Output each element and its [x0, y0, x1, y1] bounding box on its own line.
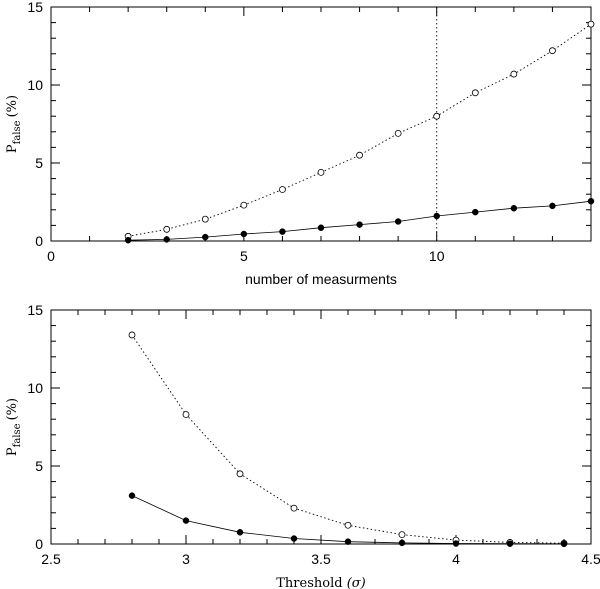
open-circle-point — [128, 331, 136, 339]
filled-circle-point — [182, 517, 190, 524]
bottom-panel-threshold: 2.5 3 3.5 4 4.5 0 5 10 15 Pfalse (%) Threshold (σ) — [5, 302, 600, 589]
filled-circle-point — [240, 230, 248, 238]
y-tick-label: 10 — [27, 380, 43, 396]
filled-circle-point — [344, 538, 352, 545]
y-tick-label: 10 — [27, 77, 43, 93]
y-axis-label-unit: (%) — [5, 398, 20, 421]
x-tick-label: 3 — [182, 551, 190, 567]
filled-circle-point — [356, 221, 363, 228]
filled-circle-point — [394, 218, 402, 225]
x-axis-label-main: Threshold — [276, 576, 346, 589]
filled-circle-point — [290, 535, 298, 542]
y-axis-label-subscript: false — [12, 423, 23, 447]
open-circle-point — [587, 20, 595, 28]
x-tick-label: 3.5 — [311, 551, 331, 567]
series-line-filled-solid — [131, 495, 565, 545]
open-circle-point — [182, 411, 190, 418]
filled-circle-point — [433, 212, 440, 220]
x-axis-label: Threshold (σ) — [276, 576, 365, 589]
x-tick-label: 0 — [47, 248, 55, 264]
filled-circle-point — [236, 529, 244, 536]
y-tick-label: 5 — [35, 155, 43, 171]
open-circle-point — [201, 215, 209, 223]
y-axis-label-main: P — [5, 144, 20, 153]
filled-circle-point — [560, 540, 568, 548]
filled-circle-point — [587, 197, 595, 205]
open-circle-point — [471, 89, 479, 97]
plot-frame — [50, 6, 592, 242]
open-circle-point — [236, 470, 244, 478]
x-tick-label: 10 — [429, 248, 445, 264]
y-tick-label: 0 — [35, 536, 43, 552]
open-circle-point — [510, 70, 518, 78]
open-circle-point — [240, 201, 248, 209]
filled-circle-point — [124, 236, 132, 244]
open-circle-point — [317, 168, 325, 176]
open-circle-point — [163, 225, 171, 233]
filled-circle-point — [163, 236, 170, 243]
y-tick-label: 15 — [27, 302, 43, 318]
open-circle-point — [549, 47, 556, 55]
y-axis-label-subscript: false — [12, 120, 23, 144]
x-axis-label: number of measurments — [245, 271, 397, 287]
filled-circle-point — [317, 224, 325, 231]
y-axis-label-unit: (%) — [5, 95, 20, 118]
open-circle-point — [290, 504, 298, 512]
x-tick-label: 4.5 — [581, 551, 600, 567]
x-tick-label: 2.5 — [41, 551, 61, 567]
filled-circle-point — [279, 228, 286, 235]
filled-circle-point — [472, 208, 479, 216]
y-tick-label: 15 — [27, 0, 43, 15]
plot-frame — [50, 309, 592, 545]
x-tick-label: 5 — [240, 248, 248, 264]
y-tick-label: 5 — [35, 458, 43, 474]
series-line-open-dotted — [131, 334, 565, 544]
x-axis-label-symbol: (σ) — [347, 576, 366, 589]
open-circle-point — [394, 129, 402, 137]
filled-circle-point — [398, 539, 406, 547]
series-line-open-dotted — [128, 23, 592, 237]
open-circle-point — [344, 521, 352, 529]
top-panel-number-of-measurements: 0 5 10 0 5 10 15 Pfalse (%) number of measurments — [5, 0, 595, 287]
filled-circle-point — [506, 540, 514, 547]
filled-circle-point — [202, 233, 209, 241]
open-circle-point — [279, 186, 286, 193]
open-circle-point — [356, 151, 363, 159]
y-axis-label: Pfalse (%) — [5, 398, 23, 456]
series-line-filled-solid — [128, 200, 592, 241]
x-tick-label: 4 — [452, 551, 460, 567]
y-tick-label: 0 — [35, 233, 43, 249]
y-axis-label-main: P — [5, 447, 20, 456]
filled-circle-point — [128, 492, 136, 499]
open-circle-point — [433, 112, 441, 120]
filled-circle-point — [549, 202, 556, 210]
filled-circle-point — [452, 540, 460, 547]
y-axis-label: Pfalse (%) — [5, 95, 23, 153]
open-circle-point — [398, 531, 406, 539]
filled-circle-point — [510, 204, 518, 212]
